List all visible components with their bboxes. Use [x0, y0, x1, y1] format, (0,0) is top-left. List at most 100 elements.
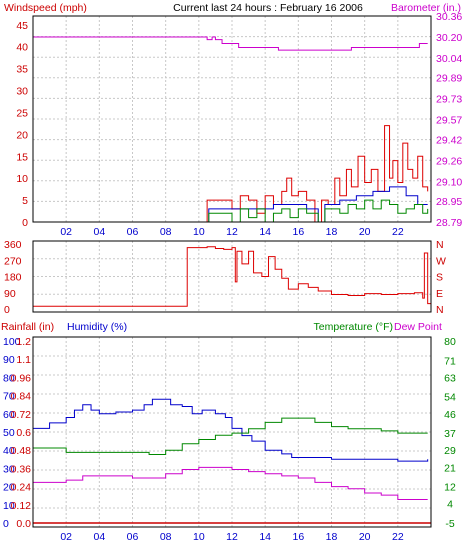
panel-wind: Windspeed (mph) Current last 24 hours : …	[4, 2, 462, 238]
series-temperature	[33, 417, 428, 455]
humidity-axis-label: Humidity (%)	[67, 321, 127, 333]
x-tick-label: 08	[160, 226, 172, 238]
humidity-tick-label: 20	[3, 482, 15, 494]
x-tick-label: 22	[392, 226, 404, 238]
series-barometer	[33, 36, 428, 51]
panel-wind-frame	[32, 15, 432, 223]
windspeed-tick-label: 35	[16, 64, 28, 76]
humidity-tick-label: 80	[3, 372, 15, 384]
direction-tick-label: 180	[4, 272, 22, 284]
barometer-tick-label: 30.04	[436, 53, 462, 65]
rainfall-tick-label: 0.36	[11, 463, 32, 475]
temperature-tick-label: -5	[445, 518, 454, 530]
temperature-tick-label: 54	[444, 392, 456, 404]
x-tick-label: 12	[226, 226, 238, 238]
windspeed-tick-label: 25	[16, 107, 28, 119]
windspeed-tick-label: 10	[16, 173, 28, 185]
x-tick-label: 14	[259, 531, 271, 543]
chart-title: Current last 24 hours : February 16 2006	[173, 2, 363, 14]
x-tick-label: 06	[127, 531, 139, 543]
panel-climate: Rainfall (in) Humidity (%) Temperature (…	[1, 321, 456, 543]
humidity-tick-label: 100	[3, 336, 21, 348]
series-humidity	[33, 398, 429, 462]
panel-climate-ticks: 0 10 20 30 40 50 60 70 80 90 100 0.0 0.12 0.24 0.36 0.4…	[3, 336, 456, 543]
compass-tick-label: N	[436, 239, 444, 251]
rainfall-tick-label: 0.84	[11, 391, 32, 403]
barometer-tick-label: 28.79	[436, 217, 462, 229]
x-tick-label: 14	[259, 226, 271, 238]
windspeed-tick-label: 40	[16, 42, 28, 54]
humidity-tick-label: 60	[3, 409, 15, 421]
rainfall-tick-label: 1.2	[16, 336, 31, 348]
humidity-tick-label: 0	[3, 518, 9, 530]
x-tick-label: 20	[359, 531, 371, 543]
x-tick-label: 10	[193, 531, 205, 543]
rainfall-tick-label: 0.72	[11, 409, 32, 421]
barometer-tick-label: 29.42	[436, 134, 462, 146]
compass-tick-label: E	[436, 288, 443, 300]
x-tick-label: 20	[359, 226, 371, 238]
windspeed-axis-label: Windspeed (mph)	[4, 2, 87, 14]
humidity-tick-label: 90	[3, 354, 15, 366]
rainfall-axis-label: Rainfall (in)	[1, 321, 54, 333]
barometer-tick-label: 30.36	[436, 11, 462, 23]
x-tick-label: 04	[93, 226, 105, 238]
rainfall-tick-label: 0.12	[11, 500, 32, 512]
panel-climate-frame	[32, 336, 432, 528]
windspeed-tick-label: 45	[16, 20, 28, 32]
humidity-tick-label: 70	[3, 391, 15, 403]
barometer-tick-label: 29.10	[436, 176, 462, 188]
windspeed-tick-label: 20	[16, 129, 28, 141]
rainfall-tick-label: 0.96	[11, 372, 32, 384]
humidity-tick-label: 50	[3, 427, 15, 439]
x-tick-label: 12	[226, 531, 238, 543]
humidity-tick-label: 10	[3, 500, 15, 512]
x-tick-label: 08	[160, 531, 172, 543]
temperature-tick-label: 46	[444, 409, 456, 421]
panel-direction-frame	[32, 240, 432, 313]
rainfall-tick-label: 1.1	[16, 354, 31, 366]
temperature-tick-label: 37	[444, 428, 456, 440]
temperature-tick-label: 12	[444, 482, 456, 494]
x-tick-label: 18	[326, 226, 338, 238]
x-tick-label: 10	[193, 226, 205, 238]
x-tick-label: 16	[292, 531, 304, 543]
barometer-tick-label: 29.73	[436, 94, 462, 106]
panel-climate-series	[33, 398, 431, 524]
panel-direction-series	[33, 246, 432, 307]
compass-tick-label: N	[436, 304, 444, 316]
direction-tick-label: 0	[4, 304, 10, 316]
x-tick-label: 04	[93, 531, 105, 543]
rainfall-tick-label: 0.24	[11, 482, 32, 494]
direction-tick-label: 360	[4, 239, 22, 251]
x-tick-label: 22	[392, 531, 404, 543]
barometer-tick-label: 28.95	[436, 196, 462, 208]
windspeed-tick-label: 5	[22, 195, 28, 207]
compass-tick-label: W	[436, 255, 446, 267]
temperature-tick-label: 21	[444, 462, 456, 474]
rainfall-tick-label: 0.6	[16, 427, 31, 439]
barometer-tick-label: 29.57	[436, 115, 462, 127]
windspeed-tick-label: 30	[16, 86, 28, 98]
temperature-tick-label: 29	[444, 445, 456, 457]
rainfall-tick-label: 0.48	[11, 445, 32, 457]
barometer-tick-label: 29.89	[436, 73, 462, 85]
temperature-tick-label: 4	[447, 499, 453, 511]
windspeed-tick-label: 15	[16, 151, 28, 163]
x-tick-label: 06	[127, 226, 139, 238]
x-tick-label: 02	[60, 226, 72, 238]
direction-tick-label: 270	[4, 255, 22, 267]
direction-tick-label: 90	[4, 288, 16, 300]
temperature-axis-label: Temperature (°F)	[314, 321, 393, 333]
x-tick-label: 16	[292, 226, 304, 238]
barometer-tick-label: 30.20	[436, 32, 462, 44]
barometer-tick-label: 29.26	[436, 155, 462, 167]
humidity-tick-label: 30	[3, 463, 15, 475]
temperature-tick-label: 63	[444, 372, 456, 384]
temperature-tick-label: 80	[444, 336, 456, 348]
panel-wind-ticks: 0 5 10 15 20 25 30 35 40 45 28.79 28.95 29.10 29.26 29…	[16, 11, 462, 238]
series-wind_gust	[33, 125, 429, 223]
x-tick-label: 02	[60, 531, 72, 543]
